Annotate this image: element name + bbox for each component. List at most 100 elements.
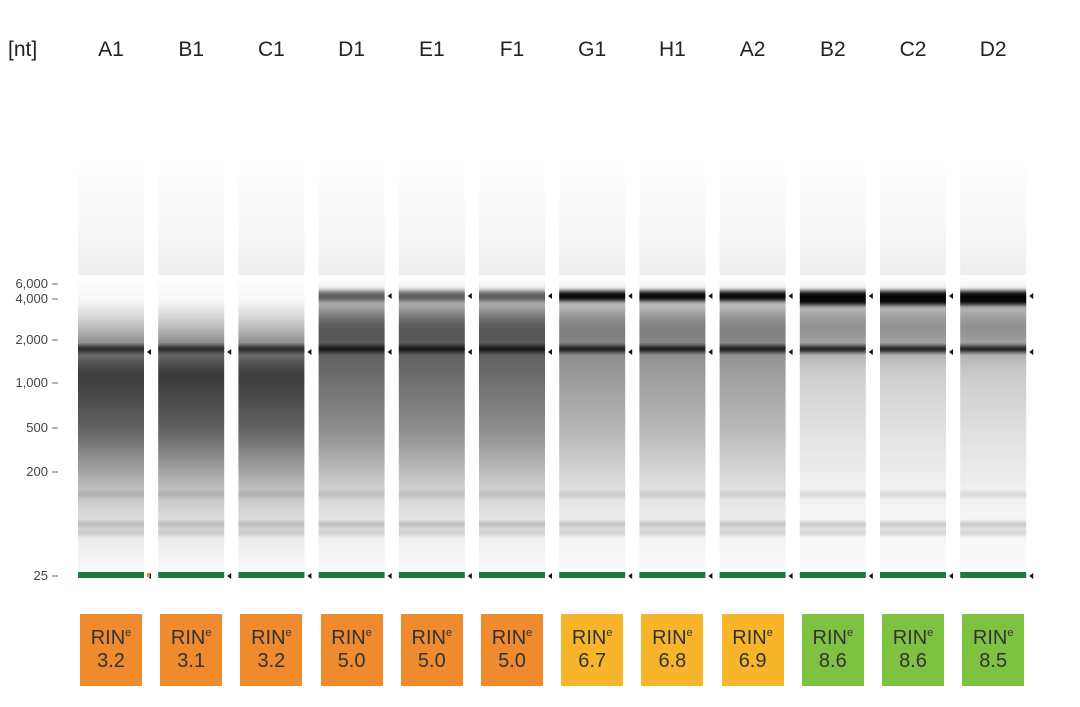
band-small	[960, 522, 1027, 527]
lane-label: F1	[499, 38, 525, 61]
y-tick-label: 6,000	[15, 276, 48, 291]
lane-label: H1	[658, 38, 686, 61]
rin-label-text: RIN	[892, 627, 928, 649]
rin-label: RINe	[802, 622, 864, 649]
marker-band	[238, 572, 305, 578]
band-18s	[559, 346, 626, 352]
y-tick-label: 200	[26, 464, 48, 479]
y-tick-label: 1,000	[15, 375, 48, 390]
band-marker-arrow	[307, 349, 312, 355]
rin-score-box: RINe 5.0	[481, 614, 543, 686]
rin-label-text: RIN	[491, 627, 527, 649]
rin-label: RINe	[561, 622, 623, 649]
band-28s	[719, 291, 786, 301]
band-marker-arrow	[949, 349, 953, 355]
lane-haze	[78, 155, 144, 275]
band-small	[479, 522, 545, 527]
band-marker-arrow	[467, 349, 472, 355]
gel-lane	[398, 155, 472, 579]
band-marker-arrow	[1029, 349, 1034, 355]
lane-haze	[158, 155, 225, 275]
lane-label: C1	[257, 38, 285, 61]
rin-label: RINe	[321, 622, 383, 649]
rin-label-superscript: e	[205, 627, 212, 639]
rin-label: RINe	[481, 622, 543, 649]
lane-label: E1	[418, 38, 445, 61]
band-marker-arrow	[387, 349, 392, 355]
rin-label-text: RIN	[972, 627, 1008, 649]
band-small	[639, 492, 706, 497]
band-28s	[318, 291, 385, 301]
band-marker-arrow	[307, 573, 312, 579]
marker-band	[799, 572, 866, 578]
band-small	[78, 522, 144, 527]
lane-haze	[238, 155, 305, 275]
rin-score-box: RINe 3.1	[160, 614, 223, 686]
rin-value: 6.9	[738, 650, 767, 672]
band-marker-arrow	[387, 573, 392, 579]
band-28s	[479, 291, 545, 301]
band-18s	[238, 346, 305, 352]
band-marker-arrow	[548, 573, 552, 579]
band-marker-arrow	[628, 349, 633, 355]
lane-label: D2	[979, 38, 1007, 61]
rin-label-superscript: e	[526, 627, 533, 639]
band-small	[398, 492, 465, 497]
marker-band	[479, 572, 545, 578]
band-18s	[398, 346, 465, 352]
band-small	[158, 492, 225, 497]
band-small	[559, 492, 626, 497]
lane-haze	[398, 155, 465, 275]
rin-label-superscript: e	[1007, 627, 1014, 639]
rin-score-box: RINe 5.0	[400, 614, 463, 686]
rin-value: 3.2	[97, 650, 125, 672]
band-18s	[719, 346, 786, 352]
band-28s	[398, 291, 465, 301]
band-small	[479, 492, 545, 497]
band-marker-arrow	[227, 349, 232, 355]
lane-label: B2	[819, 38, 846, 61]
rin-label-superscript: e	[686, 627, 693, 639]
lane-label: A1	[98, 38, 124, 61]
rin-label-text: RIN	[251, 627, 286, 649]
marker-band	[78, 572, 144, 578]
lane-label: A2	[739, 38, 766, 61]
rin-label-superscript: e	[365, 627, 372, 639]
band-18s	[318, 346, 385, 352]
rin-value: 5.0	[498, 650, 526, 672]
marker-band	[719, 572, 786, 578]
rin-label: RINe	[882, 622, 944, 649]
band-marker-arrow	[708, 349, 713, 355]
band-small	[719, 522, 786, 527]
rin-value: 6.7	[578, 650, 607, 672]
y-tick-label: 4,000	[15, 291, 48, 306]
band-small	[960, 530, 1027, 535]
band-marker-arrow	[949, 573, 953, 579]
lane-haze	[719, 155, 786, 275]
gel-lane	[318, 155, 392, 579]
rin-score-box: RINe 6.9	[721, 614, 784, 686]
band-marker-arrow	[788, 293, 793, 299]
rin-label-superscript: e	[846, 627, 854, 639]
gel-lane	[158, 155, 232, 579]
band-small	[960, 492, 1027, 497]
marker-band	[639, 572, 706, 578]
band-small	[78, 530, 144, 535]
band-marker-arrow	[868, 349, 873, 355]
band-small	[719, 492, 786, 497]
rin-score-box: RINe 8.5	[962, 614, 1025, 686]
rin-label-superscript: e	[445, 627, 453, 639]
band-marker-arrow	[949, 293, 953, 299]
band-marker-arrow	[628, 573, 633, 579]
band-small	[719, 530, 786, 535]
band-18s	[639, 346, 706, 352]
band-28s	[960, 291, 1027, 305]
band-marker-arrow	[548, 349, 552, 355]
rin-score-box: RINe 8.6	[801, 614, 864, 686]
band-small	[880, 492, 946, 497]
band-small	[479, 530, 545, 535]
gel-lane	[479, 155, 552, 579]
rin-label-superscript: e	[606, 627, 613, 639]
rin-score-box: RINe 8.6	[882, 614, 944, 686]
band-marker-arrow	[1029, 293, 1034, 299]
